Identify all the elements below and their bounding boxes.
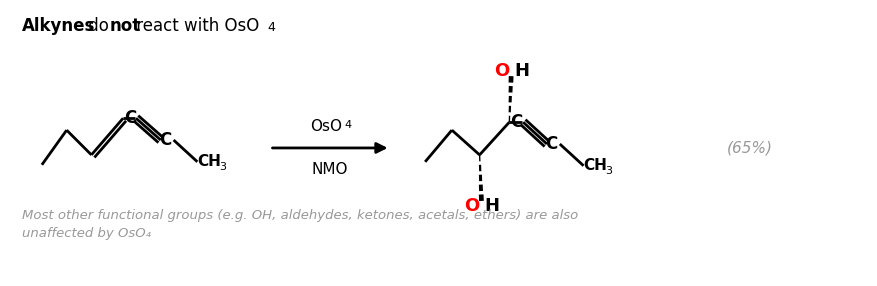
Text: do: do	[83, 17, 115, 35]
Text: (65%): (65%)	[726, 140, 773, 156]
Text: 4: 4	[344, 120, 351, 130]
Text: C: C	[160, 131, 171, 149]
Text: 3: 3	[219, 162, 226, 172]
Text: C: C	[510, 113, 522, 131]
Text: O: O	[464, 197, 479, 215]
Text: OsO: OsO	[310, 119, 342, 134]
Text: unaffected by OsO₄: unaffected by OsO₄	[22, 227, 151, 240]
Text: C: C	[545, 135, 557, 153]
Text: Most other functional groups (e.g. OH, aldehydes, ketones, acetals, ethers) are : Most other functional groups (e.g. OH, a…	[22, 209, 578, 222]
Text: H: H	[514, 62, 529, 80]
Text: NMO: NMO	[311, 162, 348, 177]
Text: react with OsO: react with OsO	[131, 17, 259, 35]
Text: CH: CH	[197, 154, 221, 169]
Text: 3: 3	[604, 166, 611, 176]
Text: not: not	[109, 17, 140, 35]
Text: Alkynes: Alkynes	[22, 17, 96, 35]
Text: CH: CH	[583, 158, 607, 173]
Text: C: C	[124, 109, 136, 127]
Text: 4: 4	[267, 21, 275, 34]
Text: O: O	[494, 62, 509, 80]
Text: H: H	[484, 197, 499, 215]
